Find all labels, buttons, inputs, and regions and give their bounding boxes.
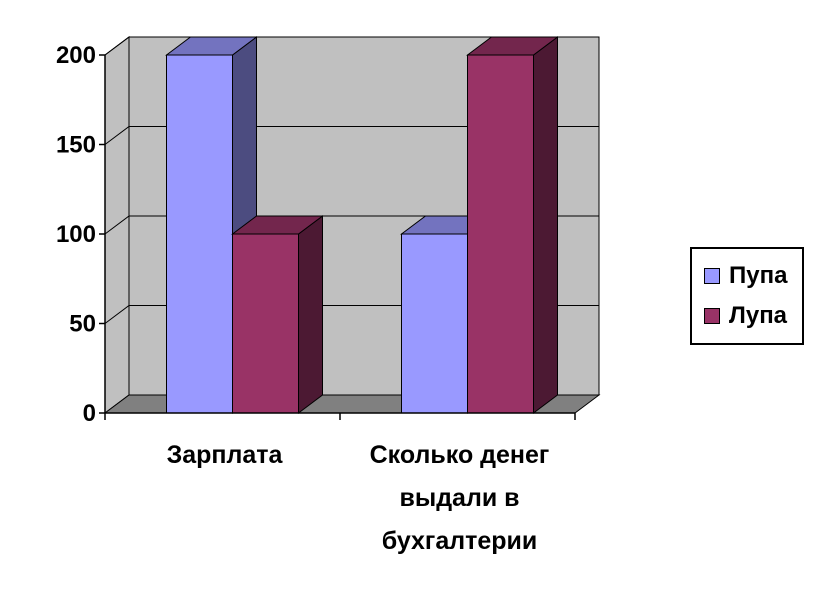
legend: Пупа Лупа [690,247,804,345]
bar-front [401,233,468,414]
axes [99,54,576,420]
bar-side [298,215,323,414]
gridline-200 [104,36,599,56]
y-tick-label: 0 [83,400,96,427]
legend-item-pupa: Пупа [704,261,787,291]
bar-front [467,54,534,414]
x-category-label: Зарплата [167,441,284,469]
x-category-label: Сколько денег [370,441,550,469]
legend-swatch-lupa [704,308,720,324]
bars [165,36,559,414]
bar-lupa-0 [231,215,324,414]
bar-front [232,233,299,414]
y-tick-label: 50 [69,311,96,338]
gridline-150 [104,126,599,145]
legend-label-pupa: Пупа [729,262,788,289]
legend-label-lupa: Лупа [729,302,788,329]
x-category-label: выдали в [399,484,519,512]
y-tick-labels: 0 50 100 150 200 [56,42,96,427]
bar-front [166,54,233,414]
x-category-label: бухгалтерии [382,527,538,555]
bar-side [533,36,558,414]
legend-item-lupa: Лупа [704,301,787,331]
y-tick-label: 100 [56,221,96,248]
x-category-labels: Зарплата Сколько денег выдали в бухгалтерии [167,441,550,555]
legend-swatch-pupa [704,268,720,284]
y-tick-label: 150 [56,132,96,159]
bar-lupa-1 [466,36,559,414]
y-tick-label: 200 [56,42,96,69]
